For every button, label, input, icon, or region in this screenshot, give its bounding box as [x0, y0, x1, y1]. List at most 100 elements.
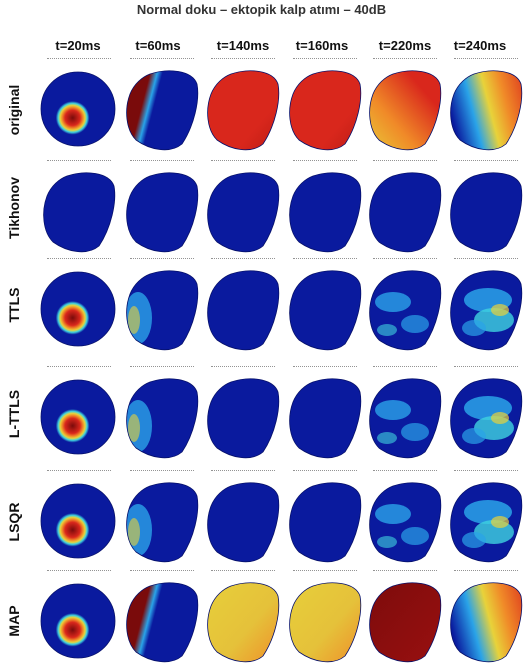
panel-caption-line: [454, 366, 518, 370]
panel-caption-line: [293, 58, 357, 62]
panel-caption-line: [47, 258, 111, 262]
heart-surface-map: [289, 378, 362, 459]
panel-caption-line: [373, 58, 437, 62]
panel-caption-line: [293, 160, 357, 164]
column-header: t=20ms: [55, 38, 101, 53]
panel-caption-line: [130, 58, 194, 62]
heart-map-panel: [201, 160, 283, 255]
heart-map-panel: [444, 160, 523, 255]
heart-surface-map: [126, 70, 199, 151]
column-header: t=220ms: [378, 38, 432, 53]
panel-caption-line: [47, 366, 111, 370]
panel-caption-line: [454, 570, 518, 574]
panel-caption-line: [47, 470, 111, 474]
heart-map-panel: [283, 570, 365, 665]
heart-map-panel: [363, 366, 445, 461]
heart-map-panel: [37, 570, 119, 665]
heart-surface-map: [289, 172, 362, 253]
panel-caption-line: [373, 258, 437, 262]
heart-surface-map: [40, 583, 116, 659]
heart-map-panel: [363, 58, 445, 153]
panel-caption-line: [130, 366, 194, 370]
panel-caption-line: [211, 470, 275, 474]
heart-map-panel: [37, 160, 119, 255]
heart-surface-map: [40, 379, 116, 455]
heart-surface-map: [450, 378, 523, 459]
panel-caption-line: [373, 570, 437, 574]
panel-caption-line: [293, 570, 357, 574]
heart-map-panel: [37, 470, 119, 565]
panel-caption-line: [373, 366, 437, 370]
heart-surface-map: [369, 172, 442, 253]
heart-surface-map: [43, 172, 116, 253]
heart-surface-map: [207, 270, 280, 351]
panel-caption-line: [454, 160, 518, 164]
panel-caption-line: [47, 58, 111, 62]
panel-caption-line: [454, 58, 518, 62]
heart-surface-map: [207, 70, 280, 151]
heart-map-panel: [120, 366, 202, 461]
panel-caption-line: [130, 160, 194, 164]
row-label: LSQR: [6, 502, 22, 542]
heart-map-panel: [283, 366, 365, 461]
panel-caption-line: [211, 570, 275, 574]
panel-caption-line: [454, 258, 518, 262]
heart-surface-map: [126, 270, 199, 351]
panel-caption-line: [47, 160, 111, 164]
heart-surface-map: [289, 270, 362, 351]
row-label: MAP: [6, 605, 22, 637]
heart-map-panel: [444, 58, 523, 153]
panel-caption-line: [373, 470, 437, 474]
heart-map-panel: [201, 570, 283, 665]
heart-surface-map: [289, 70, 362, 151]
heart-map-panel: [444, 366, 523, 461]
heart-surface-map: [450, 70, 523, 151]
heart-map-panel: [283, 470, 365, 565]
heart-map-panel: [363, 160, 445, 255]
heart-surface-map: [40, 71, 116, 147]
panel-caption-line: [211, 366, 275, 370]
row-label: original: [6, 84, 22, 136]
heart-surface-map: [126, 482, 199, 563]
heart-map-panel: [283, 258, 365, 353]
heart-surface-map: [40, 483, 116, 559]
heart-surface-map: [369, 378, 442, 459]
figure-title: Normal doku – ektopik kalp atımı – 40dB: [136, 2, 387, 17]
heart-surface-map: [369, 270, 442, 351]
heart-map-panel: [283, 58, 365, 153]
heart-surface-map: [126, 378, 199, 459]
heart-map-panel: [120, 470, 202, 565]
heart-surface-map: [126, 582, 199, 663]
column-header: t=140ms: [216, 38, 270, 53]
heart-map-panel: [363, 570, 445, 665]
panel-caption-line: [211, 258, 275, 262]
heart-map-panel: [201, 58, 283, 153]
heart-surface-map: [207, 378, 280, 459]
heart-map-panel: [37, 58, 119, 153]
panel-caption-line: [211, 58, 275, 62]
row-label: TTLS: [6, 287, 22, 323]
heart-surface-map: [126, 172, 199, 253]
heart-surface-map: [450, 172, 523, 253]
heart-map-panel: [363, 470, 445, 565]
panel-caption-line: [130, 258, 194, 262]
panel-caption-line: [130, 570, 194, 574]
heart-surface-map: [450, 270, 523, 351]
heart-map-panel: [363, 258, 445, 353]
heart-map-panel: [201, 366, 283, 461]
heart-map-panel: [37, 366, 119, 461]
heart-map-panel: [201, 258, 283, 353]
heart-map-panel: [444, 570, 523, 665]
heart-surface-map: [369, 482, 442, 563]
heart-map-panel: [283, 160, 365, 255]
panel-caption-line: [47, 570, 111, 574]
heart-surface-map: [369, 70, 442, 151]
heart-map-panel: [120, 258, 202, 353]
heart-surface-map: [450, 482, 523, 563]
row-label: Tikhonov: [6, 177, 22, 239]
panel-caption-line: [130, 470, 194, 474]
heart-map-panel: [444, 470, 523, 565]
heart-map-panel: [201, 470, 283, 565]
heart-surface-map: [289, 582, 362, 663]
heart-map-panel: [120, 160, 202, 255]
